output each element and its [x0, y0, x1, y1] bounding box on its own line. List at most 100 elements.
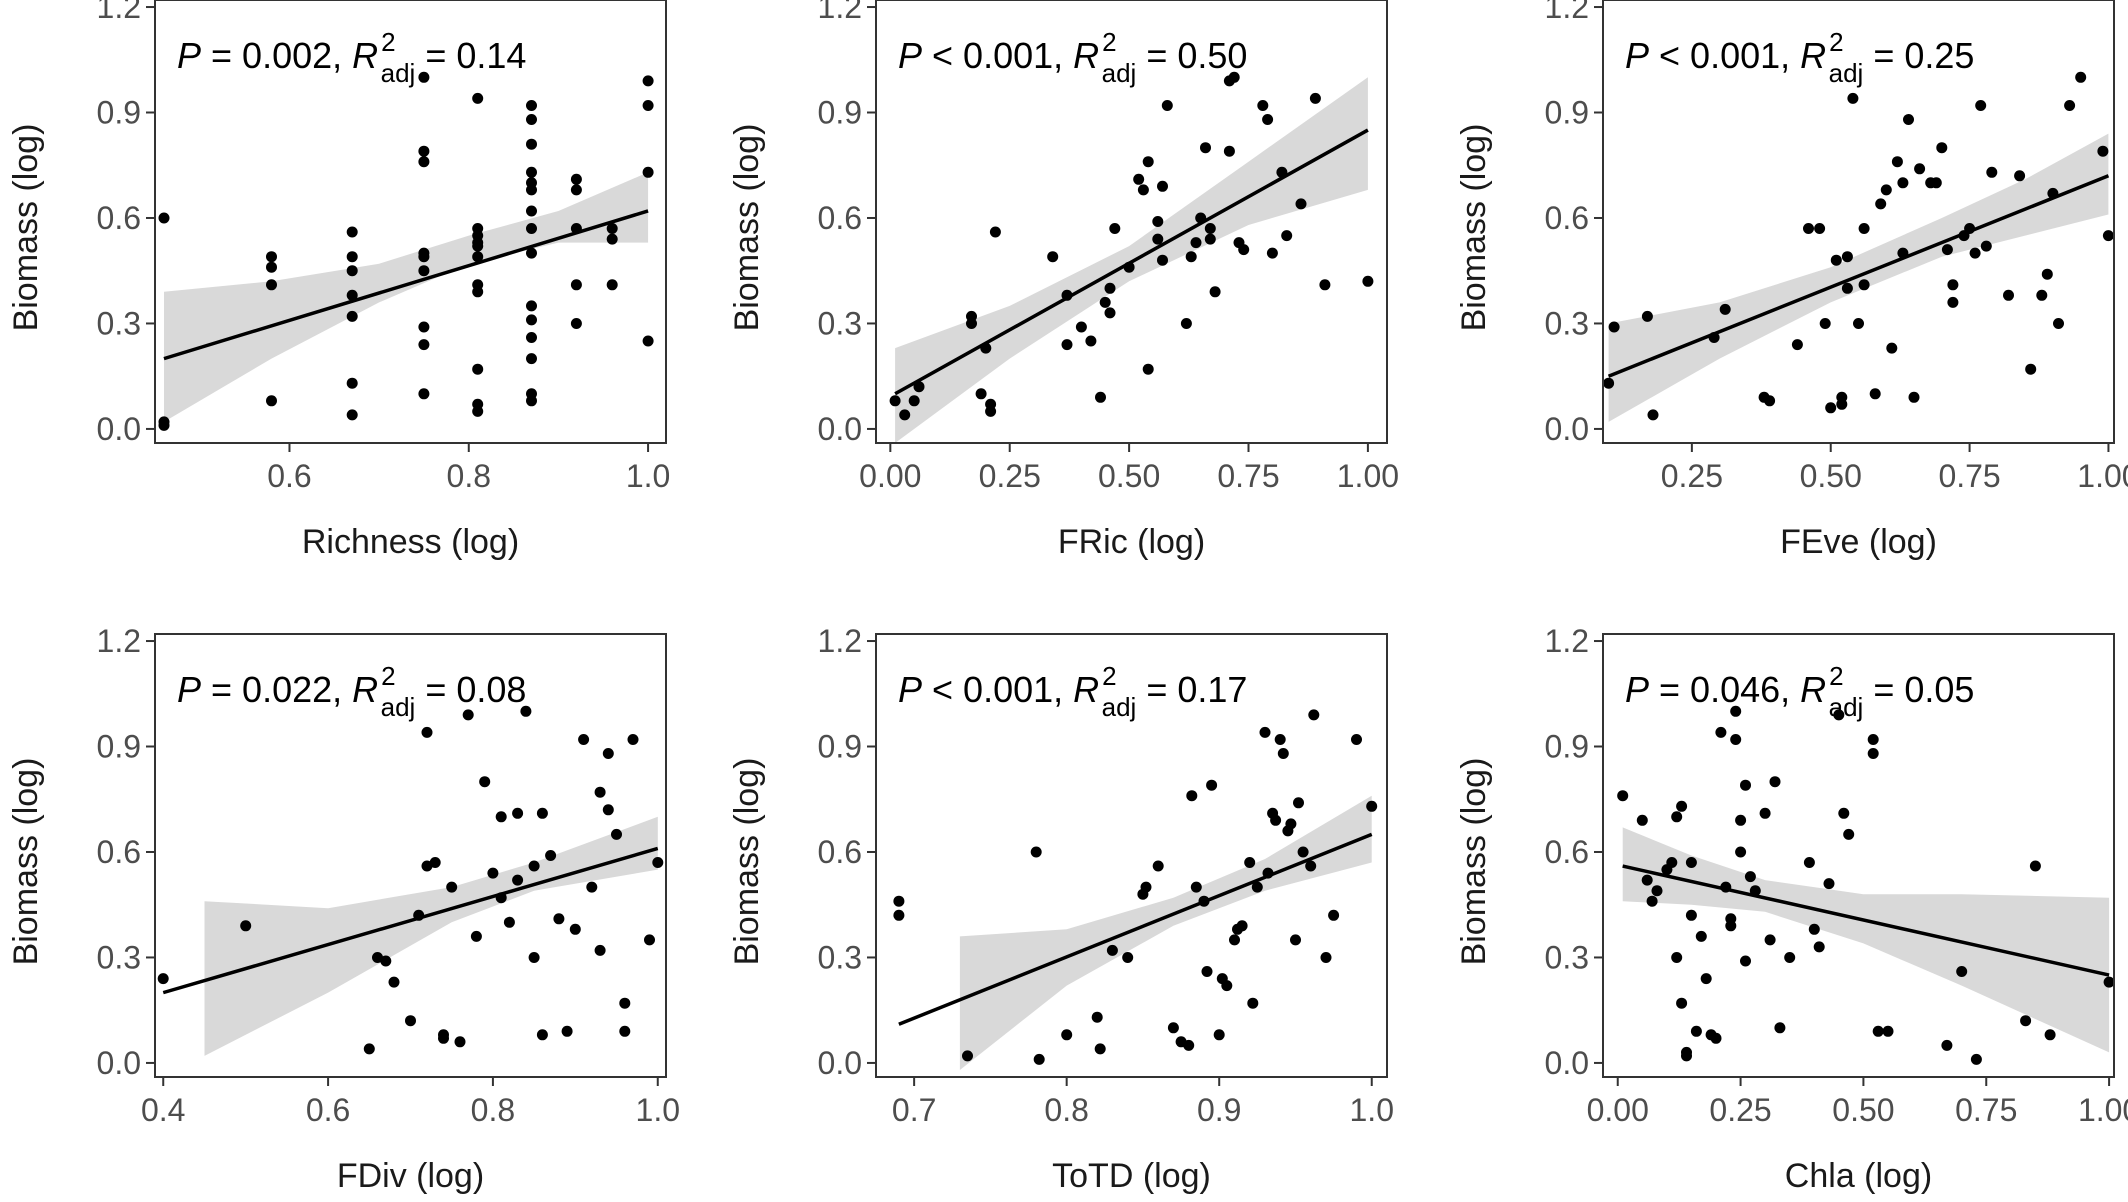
data-point — [454, 1036, 466, 1048]
y-tick-label: 0.0 — [818, 1045, 862, 1081]
data-point — [528, 860, 540, 872]
data-point — [405, 1015, 416, 1027]
data-point — [569, 923, 581, 935]
data-point — [1803, 857, 1815, 868]
x-tick-label: 0.6 — [267, 458, 311, 494]
stat-annotation: P = 0.046, R 2 adj = 0.05 — [1625, 661, 1974, 722]
data-point — [346, 289, 358, 301]
data-point — [1180, 318, 1192, 329]
x-axis-title: FRic (log) — [1058, 523, 1205, 561]
data-point — [472, 92, 484, 104]
data-point — [606, 233, 618, 245]
data-point — [1142, 156, 1154, 168]
data-point — [602, 748, 614, 759]
data-point — [1858, 279, 1870, 291]
data-point — [1185, 251, 1197, 263]
y-tick-label: 0.3 — [97, 305, 141, 341]
data-point — [1847, 92, 1859, 104]
stat-annotation: P < 0.001, R 2 adj = 0.17 — [898, 661, 1247, 722]
data-point — [1970, 1053, 1982, 1065]
data-point — [1297, 846, 1309, 858]
y-tick-label: 1.2 — [97, 0, 141, 25]
y-tick-label: 0.9 — [97, 729, 141, 765]
data-point — [1244, 857, 1256, 868]
data-point — [266, 251, 277, 263]
data-point — [1228, 71, 1240, 83]
data-point — [1719, 303, 1731, 315]
data-point — [1715, 726, 1727, 738]
y-tick-label: 1.2 — [1545, 0, 1589, 25]
data-point — [1257, 100, 1269, 111]
data-point — [1735, 846, 1747, 858]
data-point — [1362, 275, 1374, 287]
data-point — [363, 1043, 375, 1055]
data-point — [1259, 726, 1271, 738]
y-tick-label: 0.6 — [818, 200, 862, 236]
y-tick-label: 0.3 — [1545, 939, 1589, 975]
data-point — [2097, 145, 2109, 157]
data-point — [642, 335, 654, 347]
data-point — [966, 318, 977, 329]
data-point — [1351, 734, 1362, 745]
y-tick-label: 0.6 — [1545, 834, 1589, 870]
data-point — [642, 166, 654, 178]
data-point — [1690, 1025, 1702, 1037]
data-point — [1091, 1011, 1103, 1023]
data-point — [2102, 230, 2114, 242]
data-point — [1695, 930, 1707, 942]
y-tick-label: 0.9 — [818, 729, 862, 765]
data-point — [619, 1025, 631, 1037]
data-point — [1309, 92, 1321, 104]
data-point — [438, 1032, 449, 1044]
confidence-band — [959, 795, 1372, 1070]
data-point — [642, 75, 654, 87]
data-point — [1808, 923, 1820, 935]
data-point — [418, 339, 430, 351]
data-point — [1617, 790, 1629, 802]
data-point — [1285, 818, 1297, 830]
y-tick-label: 0.0 — [97, 1045, 141, 1081]
data-point — [1882, 1025, 1894, 1037]
data-point — [2044, 1029, 2056, 1041]
data-point — [1247, 997, 1259, 1009]
data-point — [1603, 377, 1615, 389]
data-point — [1206, 779, 1218, 791]
y-axis-title: Biomass (log) — [728, 124, 766, 332]
data-point — [418, 156, 430, 168]
data-point — [1841, 282, 1853, 294]
data-point — [1825, 402, 1837, 414]
data-point — [1104, 307, 1116, 319]
data-point — [462, 709, 474, 721]
data-point — [1295, 198, 1307, 210]
data-point — [158, 212, 170, 224]
y-tick-label: 0.3 — [1545, 305, 1589, 341]
data-point — [380, 955, 392, 967]
data-point — [158, 419, 170, 431]
panel-border — [154, 0, 667, 444]
data-point — [346, 265, 358, 277]
data-point — [1740, 955, 1751, 967]
y-tick-label: 1.2 — [818, 0, 862, 25]
x-axis-title: FEve (log) — [1780, 523, 1937, 561]
data-point — [1941, 244, 1953, 256]
data-point — [1186, 790, 1198, 802]
panel-4: 0.0 0.3 0.6 0.9 1.2 0.4 0.6 0.8 1.0 FDiv (log) Bio… — [7, 623, 680, 1195]
x-tick-label: 0.8 — [447, 458, 491, 494]
data-point — [1290, 934, 1301, 946]
data-point — [1936, 142, 1948, 154]
data-point — [1251, 881, 1263, 893]
data-point — [472, 405, 484, 417]
x-tick-label: 0.75 — [1938, 458, 2000, 494]
data-point — [1823, 878, 1835, 890]
data-point — [526, 247, 537, 259]
x-tick-label: 0.8 — [1044, 1092, 1088, 1128]
stat-annotation: P = 0.022, R 2 adj = 0.08 — [177, 661, 526, 722]
x-tick-label: 0.6 — [306, 1092, 350, 1128]
y-tick-label: 0.3 — [97, 939, 141, 975]
x-tick-label: 0.50 — [1800, 458, 1862, 494]
data-point — [266, 261, 277, 273]
data-point — [985, 405, 997, 417]
data-point — [472, 237, 484, 249]
data-point — [1238, 244, 1250, 256]
